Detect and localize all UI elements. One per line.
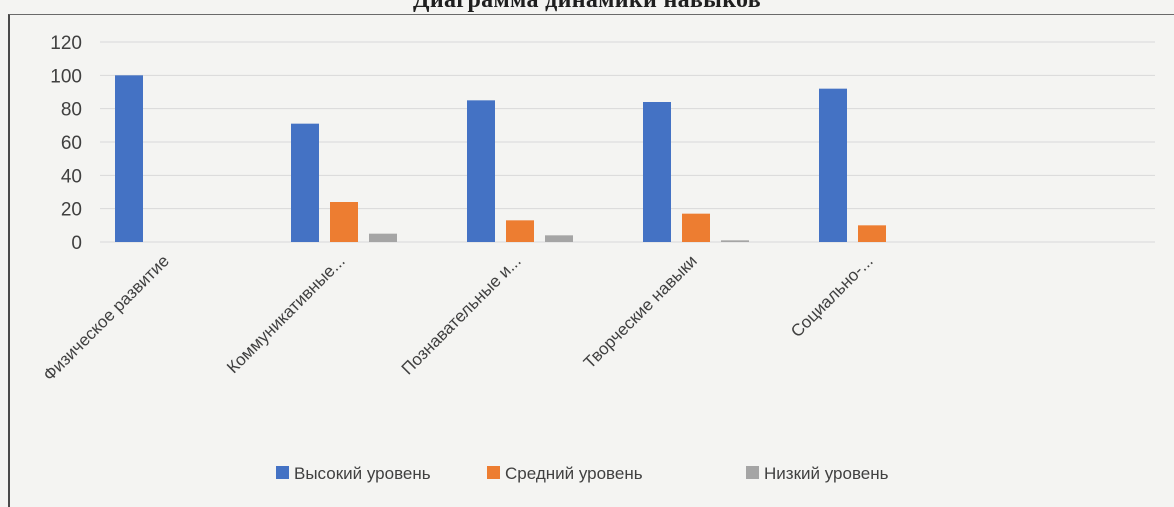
category-label: Творческие навыки: [580, 251, 701, 372]
y-tick-label: 100: [50, 66, 82, 87]
bar-medium: [858, 225, 886, 242]
category-label: Познавательные и...: [398, 251, 525, 378]
legend-swatch: [276, 466, 289, 479]
bar-high: [467, 100, 495, 242]
bar-high: [291, 123, 319, 242]
y-tick-label: 40: [61, 166, 82, 187]
bar-medium: [330, 202, 358, 242]
bar-medium: [682, 213, 710, 242]
bar-low: [721, 240, 749, 242]
legend-swatch: [487, 466, 500, 479]
legend: Высокий уровень Средний уровень Низкий уро…: [276, 464, 889, 483]
y-tick-label: 60: [61, 133, 82, 154]
chart-frame: [8, 14, 1174, 507]
gridlines: [100, 41, 1155, 243]
bar-low: [369, 233, 397, 242]
legend-swatch: [746, 466, 759, 479]
document-heading: Диаграмма динамики навыков: [413, 0, 761, 13]
bar-low: [545, 235, 573, 242]
y-tick-label: 120: [50, 33, 82, 54]
legend-label: Высокий уровень: [294, 464, 431, 483]
bars: [115, 75, 886, 243]
legend-label: Низкий уровень: [764, 464, 889, 483]
y-tick-label: 0: [71, 233, 82, 254]
bar-high: [115, 75, 143, 242]
bar-high: [819, 88, 847, 243]
x-axis-categories: Физическое развитие Коммуникативные... Поз…: [39, 251, 876, 384]
y-axis-ticks: 0 20 40 60 80 100 120: [50, 33, 82, 254]
bar-medium: [506, 220, 534, 242]
category-label: Социально-...: [787, 251, 877, 341]
legend-label: Средний уровень: [505, 464, 643, 483]
bar-high: [643, 102, 671, 242]
category-label: Коммуникативные...: [223, 251, 349, 377]
y-tick-label: 20: [61, 200, 82, 221]
y-tick-label: 80: [61, 100, 82, 121]
category-label: Физическое развитие: [39, 251, 172, 384]
